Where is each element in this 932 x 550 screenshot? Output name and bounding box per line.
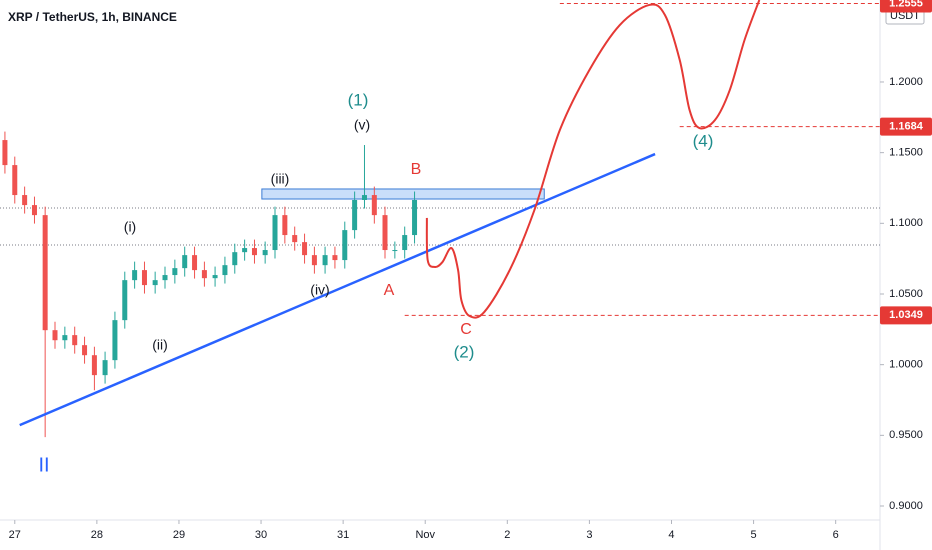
- x-tick-label: 30: [255, 529, 267, 541]
- candle-body: [232, 252, 238, 266]
- x-tick-label: 27: [9, 529, 21, 541]
- candle-body: [91, 355, 97, 376]
- level-tag-label: 1.1684: [889, 121, 924, 133]
- candle-body: [282, 215, 288, 236]
- x-tick-label: 6: [833, 529, 839, 541]
- x-tick-label: 3: [586, 529, 592, 541]
- candle-body: [371, 195, 377, 216]
- candle-body: [342, 230, 348, 261]
- level-tag: [880, 306, 932, 325]
- candle-body: [162, 275, 168, 281]
- wave-label: (ii): [152, 337, 168, 353]
- candle-body: [2, 140, 8, 166]
- candle-body: [272, 215, 278, 251]
- candle-body: [212, 275, 218, 279]
- candle-body: [182, 255, 188, 269]
- currency-label: USDT: [890, 10, 920, 22]
- candle-body: [22, 195, 28, 206]
- candle-body: [382, 215, 388, 251]
- level-tag: [880, 0, 932, 13]
- candle-body: [42, 215, 48, 331]
- y-tick-label: 0.9000: [889, 500, 923, 512]
- candle-body: [402, 235, 408, 251]
- candle-body: [52, 330, 58, 341]
- candle-body: [242, 248, 248, 253]
- candle-body: [62, 335, 68, 341]
- candle-body: [82, 345, 88, 356]
- y-tick-label: 0.9500: [889, 429, 923, 441]
- chart-title: XRP / TetherUS, 1h, BINANCE: [8, 10, 177, 24]
- wave-label: (v): [354, 117, 370, 133]
- x-tick-label: 5: [751, 529, 757, 541]
- y-tick-label: 1.0000: [889, 359, 923, 371]
- wave-label: (2): [454, 342, 475, 361]
- candle-body: [412, 200, 418, 236]
- candle-body: [172, 268, 178, 276]
- trendline: [19, 152, 656, 427]
- candle-body: [392, 250, 398, 252]
- candle-body: [152, 280, 158, 286]
- candle-body: [311, 255, 317, 266]
- wave-label: C: [460, 321, 472, 338]
- y-tick-label: 1.0500: [889, 288, 923, 300]
- candle-body: [292, 235, 298, 243]
- candle-body: [361, 195, 367, 200]
- candle-body: [332, 255, 338, 261]
- level-tag-label: 1.0349: [889, 309, 923, 321]
- candle-body: [352, 200, 358, 231]
- y-tick-label: 1.2000: [889, 76, 923, 88]
- y-tick-label: 1.1500: [889, 147, 923, 159]
- x-tick-label: Nov: [415, 529, 435, 541]
- candle-body: [322, 255, 328, 266]
- candle-body: [201, 270, 207, 279]
- wave-label: (iv): [310, 282, 329, 298]
- x-tick-label: 29: [173, 529, 185, 541]
- candle-body: [222, 265, 228, 276]
- wave-label: (i): [124, 219, 136, 235]
- candle-body: [141, 270, 147, 286]
- level-tag-label: 1.2555: [889, 0, 923, 9]
- candle-body: [112, 320, 118, 361]
- wave-label: A: [384, 282, 395, 299]
- candle-body: [122, 280, 128, 321]
- x-tick-label: 2: [504, 529, 510, 541]
- candle-body: [102, 360, 108, 376]
- wave-label: II: [38, 454, 49, 476]
- candle-body: [132, 270, 138, 281]
- wave-label: B: [411, 161, 422, 178]
- projection-path: [425, 0, 761, 319]
- x-tick-label: 4: [668, 529, 674, 541]
- candle-body: [31, 205, 37, 216]
- x-tick-label: 31: [337, 529, 349, 541]
- wave-label: (iii): [271, 171, 290, 187]
- x-tick-label: 28: [91, 529, 103, 541]
- wave-label: (4): [693, 131, 714, 150]
- candle-body: [302, 242, 308, 256]
- wave-label: (1): [348, 90, 369, 109]
- y-tick-label: 1.1000: [889, 217, 923, 229]
- resistance-zone: [261, 188, 545, 200]
- level-tag: [880, 117, 932, 136]
- candle-body: [72, 335, 78, 346]
- candle-body: [192, 255, 198, 271]
- candle-body: [251, 248, 257, 256]
- candle-body: [262, 250, 268, 256]
- candle-body: [12, 165, 18, 196]
